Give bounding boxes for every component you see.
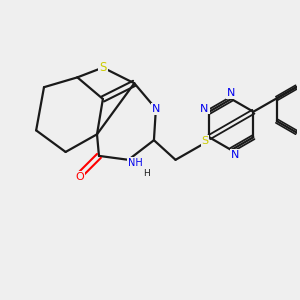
- Text: N: N: [200, 103, 208, 114]
- Text: S: S: [99, 61, 106, 74]
- Text: O: O: [75, 172, 84, 182]
- Text: H: H: [143, 169, 149, 178]
- Text: NH: NH: [128, 158, 143, 168]
- Text: S: S: [201, 136, 208, 146]
- Text: N: N: [227, 88, 236, 98]
- Text: N: N: [231, 150, 239, 160]
- Text: N: N: [152, 104, 160, 114]
